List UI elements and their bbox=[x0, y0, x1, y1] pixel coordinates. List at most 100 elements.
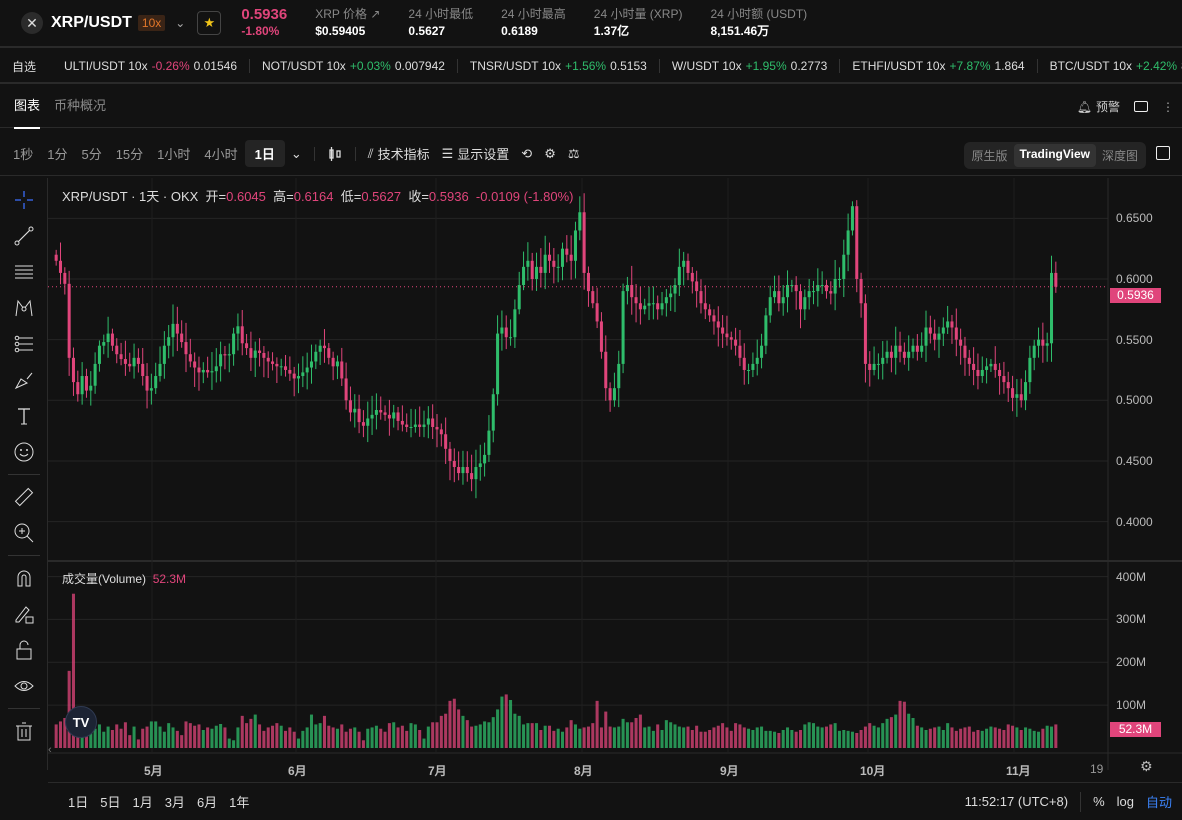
timeframe-3[interactable]: 15分 bbox=[115, 147, 144, 162]
volume-axis-label: 300M bbox=[1116, 612, 1147, 627]
range-4[interactable]: 6月 bbox=[196, 795, 218, 810]
candlestick-chart[interactable] bbox=[48, 178, 1182, 770]
display-settings-button[interactable]: ☰ 显示设置 bbox=[436, 144, 516, 163]
view-switch: 原生版 TradingView 深度图 bbox=[963, 142, 1146, 169]
tradingview-logo[interactable]: TV bbox=[65, 706, 97, 738]
timeframe-chevron-icon[interactable]: ⌄ bbox=[290, 145, 302, 161]
ticker-pair: W/USDT 10x bbox=[671, 59, 742, 73]
auto-scale-toggle[interactable]: 自动 bbox=[1145, 795, 1172, 810]
trash-icon[interactable] bbox=[0, 713, 48, 749]
candle-type-icon[interactable] bbox=[321, 146, 349, 162]
range-3[interactable]: 3月 bbox=[164, 795, 185, 810]
x-axis-month: 7月 bbox=[428, 764, 447, 778]
high-value: 0.6164 bbox=[293, 189, 334, 204]
ticker-change: +7.87% bbox=[949, 59, 991, 73]
timeframe-4[interactable]: 1小时 bbox=[157, 147, 191, 162]
text-icon[interactable] bbox=[0, 398, 48, 434]
percent-toggle[interactable]: % bbox=[1093, 794, 1105, 809]
timeframe-1[interactable]: 1分 bbox=[47, 147, 68, 162]
ticker-price: 0.01546 bbox=[193, 59, 238, 73]
stat-value: 0.6189 bbox=[501, 24, 538, 38]
pair-title[interactable]: XRP/USDT bbox=[51, 14, 132, 31]
brush-icon[interactable] bbox=[0, 362, 48, 398]
chart-area[interactable]: XRP/USDT · 1天 · OKX 开=0.6045 高=0.6164 低=… bbox=[48, 178, 1182, 778]
ticker-item[interactable]: TNSR/USDT 10x +1.56% 0.5153 bbox=[458, 59, 660, 73]
view-native[interactable]: 原生版 bbox=[971, 149, 1008, 163]
log-toggle[interactable]: log bbox=[1116, 794, 1134, 809]
chevron-down-icon[interactable]: ⌄ bbox=[175, 16, 186, 30]
trendline-icon[interactable] bbox=[0, 218, 48, 254]
fullscreen-icon[interactable] bbox=[1156, 146, 1170, 160]
timeframe-6[interactable]: 1日 bbox=[244, 140, 285, 167]
gear-icon[interactable]: ⚙ bbox=[544, 145, 556, 161]
timeframe-2[interactable]: 5分 bbox=[81, 147, 102, 162]
indicators-button[interactable]: ⫽ 技术指标 bbox=[362, 144, 436, 163]
favorites-label[interactable]: 自选 bbox=[12, 59, 37, 74]
ticker-price: 0.5153 bbox=[610, 59, 647, 73]
range-5[interactable]: 1年 bbox=[229, 795, 250, 810]
timeframe-5[interactable]: 4小时 bbox=[204, 147, 238, 162]
pattern-icon[interactable] bbox=[0, 290, 48, 326]
y-axis-label: 0.5000 bbox=[1116, 393, 1153, 408]
current-volume-tag: 52.3M bbox=[1110, 722, 1161, 737]
axis-settings-icon[interactable]: ⚙ bbox=[1140, 758, 1153, 774]
layout-icon[interactable] bbox=[1134, 101, 1148, 112]
ticker-item[interactable]: ULTI/USDT 10x -0.26% 0.01546 bbox=[52, 59, 251, 73]
alert-button[interactable]: 🔔︎ 预警 bbox=[1077, 98, 1120, 115]
y-axis-label: 0.5500 bbox=[1116, 332, 1153, 347]
eye-icon[interactable] bbox=[0, 668, 48, 704]
timeframe-0[interactable]: 1秒 bbox=[13, 147, 34, 162]
ticker-pair: NOT/USDT 10x bbox=[262, 59, 346, 73]
ticker-item[interactable]: W/USDT 10x +1.95% 0.2773 bbox=[660, 59, 841, 73]
divider bbox=[8, 555, 40, 556]
divider bbox=[354, 146, 356, 161]
low-label: 低= bbox=[340, 189, 362, 204]
ticker-item[interactable]: NOT/USDT 10x +0.03% 0.007942 bbox=[250, 59, 458, 73]
zoom-in-icon[interactable] bbox=[0, 515, 48, 551]
collapse-toolbar-icon[interactable]: ‹ bbox=[48, 744, 52, 756]
lock-drawing-icon[interactable] bbox=[0, 596, 48, 632]
ticker-item[interactable]: ETHFI/USDT 10x +7.87% 1.864 bbox=[840, 59, 1038, 73]
replay-icon[interactable]: ⟲ bbox=[521, 145, 533, 161]
indicators-label: 技术指标 bbox=[377, 147, 430, 162]
x-axis-month: 10月 bbox=[860, 764, 886, 778]
range-2[interactable]: 1月 bbox=[132, 795, 153, 810]
open-value: 0.6045 bbox=[226, 189, 266, 204]
view-tradingview[interactable]: TradingView bbox=[1013, 144, 1096, 167]
bell-plus-icon: 🔔︎ bbox=[1076, 99, 1092, 114]
tab-overview[interactable]: 币种概况 bbox=[54, 97, 107, 113]
ruler-icon[interactable] bbox=[0, 479, 48, 515]
ticker-price: 1.864 bbox=[994, 59, 1025, 73]
drawing-toolbar bbox=[0, 178, 48, 770]
open-label: 开= bbox=[205, 189, 227, 204]
magnet-icon[interactable] bbox=[0, 560, 48, 596]
last-price: 0.5936 bbox=[241, 6, 288, 23]
range-1[interactable]: 5日 bbox=[100, 795, 121, 810]
stat-value: $0.59405 bbox=[315, 24, 366, 38]
range-0[interactable]: 1日 bbox=[68, 795, 89, 810]
crosshair-icon[interactable] bbox=[0, 182, 48, 218]
volume-axis-label: 200M bbox=[1116, 655, 1147, 670]
ticker-pair: ULTI/USDT 10x bbox=[64, 59, 148, 73]
fib-icon[interactable] bbox=[0, 326, 48, 362]
ticker-item[interactable]: BTC/USDT 10x+2.42%81, bbox=[1038, 59, 1182, 73]
tab-chart[interactable]: 图表 bbox=[14, 86, 41, 129]
ticker-change: +2.42% bbox=[1136, 59, 1178, 73]
emoji-icon[interactable] bbox=[0, 434, 48, 470]
chart-legend: XRP/USDT · 1天 · OKX 开=0.6045 高=0.6164 低=… bbox=[62, 186, 573, 205]
volume-axis-label: 400M bbox=[1116, 569, 1147, 584]
compare-scale-icon[interactable]: ⚖ bbox=[567, 145, 580, 161]
y-axis-label: 0.6000 bbox=[1116, 271, 1153, 286]
view-depth[interactable]: 深度图 bbox=[1101, 149, 1138, 163]
close-value: 0.5936 bbox=[428, 189, 469, 204]
ticker-pair: ETHFI/USDT 10x bbox=[852, 59, 946, 73]
favorite-star-icon[interactable]: ★ bbox=[197, 11, 222, 35]
x-axis-label-19: 19 bbox=[1090, 762, 1104, 776]
more-menu-icon[interactable]: ⋮ bbox=[1162, 99, 1174, 114]
display-label: 显示设置 bbox=[457, 147, 510, 162]
x-axis-month: 8月 bbox=[574, 764, 593, 778]
unlock-icon[interactable] bbox=[0, 632, 48, 668]
clock-time: 11:52:17 (UTC+8) bbox=[964, 794, 1069, 809]
horizontal-lines-icon[interactable] bbox=[0, 254, 48, 290]
stat-index-price[interactable]: XRP 价格 ↗ $0.59405 bbox=[315, 6, 380, 40]
